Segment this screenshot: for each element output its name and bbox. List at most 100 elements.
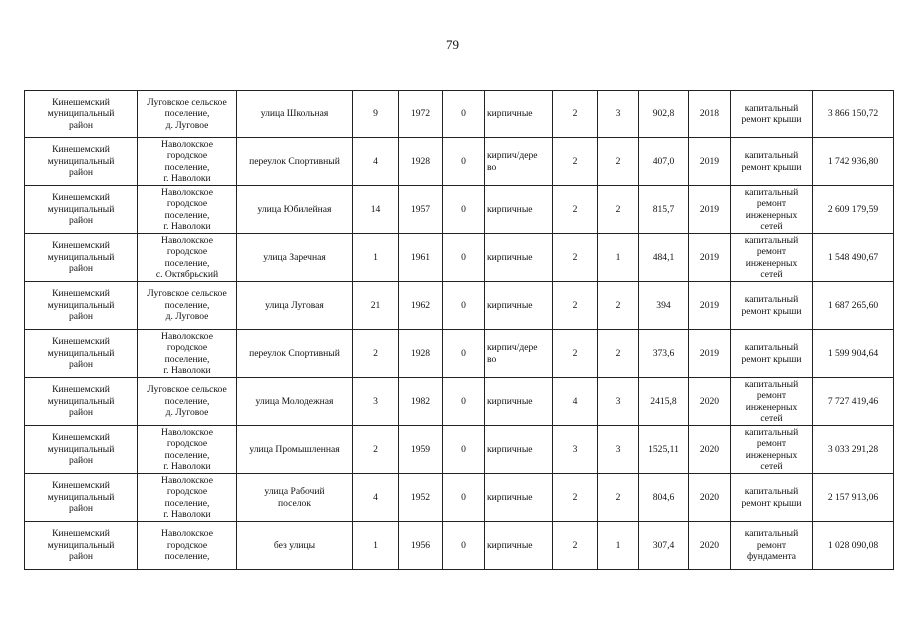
cell-col-zero: 0: [442, 233, 485, 282]
cell-floors: 2: [552, 90, 598, 138]
cell-district: Кинешемский муниципальный район: [24, 521, 138, 570]
cell-floors: 3: [552, 425, 598, 474]
cell-repair-type: капитальный ремонт инженерных сетей: [730, 425, 813, 474]
cell-house-number: 4: [352, 137, 399, 186]
cell-area: 484,1: [638, 233, 689, 282]
table-row: Кинешемский муниципальный район Луговское…: [24, 377, 894, 426]
cell-street: переулок Спортивный: [236, 329, 353, 378]
cell-wall-material: кирпичные: [484, 473, 553, 522]
cell-entrances: 2: [597, 329, 639, 378]
table-row: Кинешемский муниципальный район Наволокск…: [24, 425, 894, 474]
cell-col-zero: 0: [442, 377, 485, 426]
cell-repair-year: 2018: [688, 90, 731, 138]
cell-repair-year: 2020: [688, 425, 731, 474]
cell-entrances: 3: [597, 90, 639, 138]
cell-year-built: 1952: [398, 473, 443, 522]
cell-district: Кинешемский муниципальный район: [24, 137, 138, 186]
cell-house-number: 1: [352, 521, 399, 570]
cell-col-zero: 0: [442, 521, 485, 570]
cell-year-built: 1928: [398, 137, 443, 186]
cell-col-zero: 0: [442, 425, 485, 474]
cell-floors: 2: [552, 185, 598, 234]
cell-settlement: Луговское сельское поселение, д. Луговое: [137, 281, 237, 330]
cell-floors: 4: [552, 377, 598, 426]
cell-repair-type: капитальный ремонт крыши: [730, 473, 813, 522]
cell-col-zero: 0: [442, 90, 485, 138]
cell-wall-material: кирпичные: [484, 185, 553, 234]
cell-cost: 2 157 913,06: [812, 473, 894, 522]
cell-district: Кинешемский муниципальный район: [24, 90, 138, 138]
cell-house-number: 1: [352, 233, 399, 282]
cell-floors: 2: [552, 473, 598, 522]
table-row: Кинешемский муниципальный район Луговское…: [24, 281, 894, 330]
cell-district: Кинешемский муниципальный район: [24, 377, 138, 426]
cell-house-number: 4: [352, 473, 399, 522]
cell-cost: 1 687 265,60: [812, 281, 894, 330]
cell-district: Кинешемский муниципальный район: [24, 473, 138, 522]
cell-cost: 3 866 150,72: [812, 90, 894, 138]
cell-repair-year: 2019: [688, 185, 731, 234]
table-row: Кинешемский муниципальный район Наволокск…: [24, 473, 894, 522]
cell-district: Кинешемский муниципальный район: [24, 425, 138, 474]
cell-year-built: 1961: [398, 233, 443, 282]
cell-repair-type: капитальный ремонт инженерных сетей: [730, 377, 813, 426]
cell-wall-material: кирпичные: [484, 521, 553, 570]
cell-street: без улицы: [236, 521, 353, 570]
cell-settlement: Наволокское городское поселение, с. Октя…: [137, 233, 237, 282]
cell-repair-type: капитальный ремонт крыши: [730, 329, 813, 378]
cell-entrances: 1: [597, 521, 639, 570]
cell-area: 394: [638, 281, 689, 330]
cell-area: 815,7: [638, 185, 689, 234]
cell-area: 902,8: [638, 90, 689, 138]
cell-house-number: 9: [352, 90, 399, 138]
cell-entrances: 2: [597, 473, 639, 522]
cell-street: улица Школьная: [236, 90, 353, 138]
cell-entrances: 1: [597, 233, 639, 282]
cell-wall-material: кирпичные: [484, 90, 553, 138]
cell-repair-type: капитальный ремонт крыши: [730, 90, 813, 138]
cell-year-built: 1962: [398, 281, 443, 330]
cell-district: Кинешемский муниципальный район: [24, 185, 138, 234]
cell-settlement: Луговское сельское поселение, д. Луговое: [137, 377, 237, 426]
table-row: Кинешемский муниципальный район Наволокск…: [24, 185, 894, 234]
cell-entrances: 3: [597, 425, 639, 474]
cell-col-zero: 0: [442, 473, 485, 522]
cell-repair-type: капитальный ремонт инженерных сетей: [730, 185, 813, 234]
cell-cost: 1 028 090,08: [812, 521, 894, 570]
table-row: Кинешемский муниципальный район Наволокск…: [24, 329, 894, 378]
cell-area: 2415,8: [638, 377, 689, 426]
cell-col-zero: 0: [442, 281, 485, 330]
cell-settlement: Наволокское городское поселение, г. Наво…: [137, 329, 237, 378]
cell-floors: 2: [552, 137, 598, 186]
table-row: Кинешемский муниципальный район Наволокск…: [24, 233, 894, 282]
cell-district: Кинешемский муниципальный район: [24, 329, 138, 378]
cell-area: 407,0: [638, 137, 689, 186]
cell-cost: 1 599 904,64: [812, 329, 894, 378]
cell-repair-year: 2020: [688, 473, 731, 522]
cell-wall-material: кирпичные: [484, 281, 553, 330]
cell-area: 804,6: [638, 473, 689, 522]
cell-repair-year: 2019: [688, 329, 731, 378]
cell-repair-year: 2019: [688, 281, 731, 330]
cell-cost: 1 548 490,67: [812, 233, 894, 282]
cell-street: улица Промышленная: [236, 425, 353, 474]
cell-floors: 2: [552, 281, 598, 330]
cell-wall-material: кирпичные: [484, 233, 553, 282]
cell-house-number: 2: [352, 329, 399, 378]
cell-cost: 1 742 936,80: [812, 137, 894, 186]
cell-wall-material: кирпич/дере во: [484, 329, 553, 378]
cell-year-built: 1959: [398, 425, 443, 474]
cell-street: улица Рабочий поселок: [236, 473, 353, 522]
table-row: Кинешемский муниципальный район Луговское…: [24, 90, 894, 138]
cell-entrances: 2: [597, 137, 639, 186]
cell-street: переулок Спортивный: [236, 137, 353, 186]
cell-repair-year: 2019: [688, 233, 731, 282]
cell-house-number: 2: [352, 425, 399, 474]
cell-floors: 2: [552, 329, 598, 378]
cell-col-zero: 0: [442, 329, 485, 378]
cell-col-zero: 0: [442, 185, 485, 234]
cell-settlement: Наволокское городское поселение, г. Наво…: [137, 137, 237, 186]
cell-street: улица Молодежная: [236, 377, 353, 426]
cell-area: 307,4: [638, 521, 689, 570]
cell-house-number: 21: [352, 281, 399, 330]
